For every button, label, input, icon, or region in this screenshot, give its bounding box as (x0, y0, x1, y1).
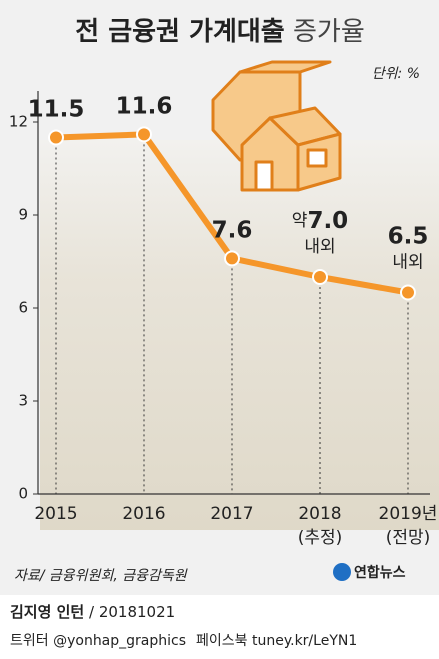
value-label-group: 11.6 (116, 93, 173, 119)
label-prefix: 약 (292, 211, 308, 231)
logo-icon (333, 563, 351, 581)
footer-social: 트위터 @yonhap_graphics 페이스북 tuney.kr/LeYN1 (10, 633, 357, 649)
value-label: 11.6 (116, 93, 173, 119)
twitter: 트위터 @yonhap_graphics (10, 633, 186, 649)
value-label-group: 11.5 (28, 96, 85, 122)
x-tick-label: 2017 (210, 504, 253, 524)
photo-background (40, 140, 439, 530)
house-icon (211, 60, 342, 192)
footer-line: 김지영 인턴 / 20181021 (10, 603, 175, 621)
y-tick-label: 3 (18, 392, 28, 410)
title-main: 전 금융권 가계대출 (75, 17, 284, 47)
y-tick-label: 9 (18, 206, 28, 224)
chart-title: 전 금융권 가계대출 증가율 (75, 17, 365, 47)
y-tick-label: 6 (18, 299, 28, 317)
value-label: 7.0 (307, 208, 348, 234)
y-tick-label: 12 (9, 113, 28, 131)
value-label: 6.5 (388, 223, 429, 249)
point (400, 284, 416, 301)
y-tick-label: 0 (18, 485, 28, 503)
date: / 20181021 (84, 603, 175, 621)
x-tick-label: 2015 (34, 504, 77, 524)
value-label: 7.6 (212, 217, 253, 243)
logo: 연합뉴스 (354, 564, 406, 581)
point (312, 269, 328, 285)
x-tick-label: 2019년 (379, 504, 438, 524)
x-tick-note: (전망) (386, 528, 431, 548)
author: 김지영 인턴 (10, 603, 84, 621)
value-label-group: 7.6 (212, 217, 253, 243)
point (136, 126, 152, 143)
point (48, 129, 64, 146)
source: 자료/ 금융위원회, 금융감독원 (14, 568, 188, 584)
unit-label: 단위: % (372, 66, 420, 82)
label-suffix: 내외 (304, 237, 335, 257)
point (224, 250, 240, 267)
x-tick-label: 2018 (298, 504, 341, 524)
facebook: 페이스북 tuney.kr/LeYN1 (196, 633, 357, 649)
value-label-group: 약7.0 (292, 208, 348, 234)
x-tick-label: 2016 (122, 504, 165, 524)
x-tick-note: (추정) (298, 528, 343, 548)
title-suffix: 증가율 (293, 17, 365, 47)
value-label-group: 6.5 (388, 223, 429, 249)
value-label: 11.5 (28, 96, 85, 122)
label-suffix: 내외 (392, 253, 423, 273)
